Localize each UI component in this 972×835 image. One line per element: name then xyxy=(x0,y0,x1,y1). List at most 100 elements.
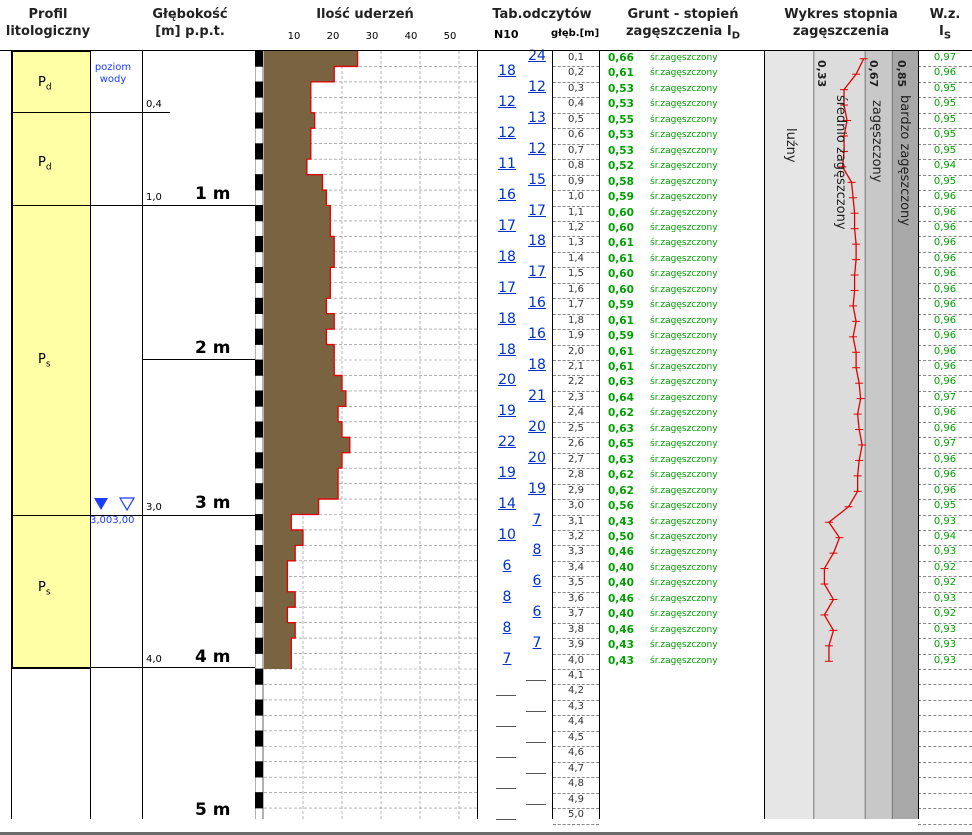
col-line xyxy=(11,51,12,819)
n10-blank xyxy=(526,803,546,805)
row-separator xyxy=(918,97,972,99)
row-separator xyxy=(553,684,599,686)
row-separator xyxy=(553,390,599,392)
density-line xyxy=(823,58,865,662)
row-depth: 1,3 xyxy=(568,237,584,249)
row-depth: 3,8 xyxy=(568,623,584,635)
density-index-value: 0,53 xyxy=(608,144,634,157)
compaction-index-value: 0,92 xyxy=(933,608,957,620)
row-separator xyxy=(918,236,972,238)
n10-blank xyxy=(526,741,546,743)
density-description: śr.zagęszczony xyxy=(650,176,718,187)
row-depth: 4,2 xyxy=(568,685,584,697)
row-depth: 1,9 xyxy=(568,330,584,342)
row-separator xyxy=(918,143,972,145)
row-separator xyxy=(918,576,972,578)
n10-blank xyxy=(526,772,546,774)
depth-scale-segment xyxy=(255,220,264,237)
compaction-index-value: 0,96 xyxy=(933,453,957,465)
row-separator xyxy=(553,777,599,779)
layer-boundary xyxy=(12,667,255,668)
compaction-index-value: 0,92 xyxy=(933,577,957,589)
row-separator xyxy=(918,128,972,130)
row-separator xyxy=(918,545,972,547)
row-separator xyxy=(553,468,599,470)
n10-reading: 10 xyxy=(498,526,516,543)
row-separator xyxy=(553,699,599,701)
row-depth: 2,8 xyxy=(568,469,584,481)
density-description: śr.zagęszczony xyxy=(650,516,718,527)
density-index-value: 0,63 xyxy=(608,376,634,389)
readings-depth-subheader: głęb.[m] xyxy=(551,28,600,39)
row-depth: 3,6 xyxy=(568,592,584,604)
row-depth: 4,1 xyxy=(568,670,584,681)
n10-reading: 16 xyxy=(528,326,546,343)
depth-header-line2: [m] p.p.t. xyxy=(155,24,225,39)
boundary-depth-label: 3,0 xyxy=(146,502,162,513)
row-depth: 4,4 xyxy=(568,716,584,728)
density-description: śr.zagęszczony xyxy=(650,531,718,542)
n10-blank xyxy=(496,757,516,759)
n10-reading: 17 xyxy=(528,264,546,281)
compaction-index-value: 0,96 xyxy=(933,407,957,419)
depth-scale-segment xyxy=(255,514,264,531)
n10-reading: 15 xyxy=(528,171,546,188)
row-separator xyxy=(553,560,599,562)
water-level-icon xyxy=(94,497,136,512)
row-separator xyxy=(918,159,972,161)
row-separator xyxy=(918,499,972,501)
row-separator xyxy=(553,730,599,732)
row-depth: 3,0 xyxy=(568,500,584,512)
row-depth: 2,9 xyxy=(568,484,584,496)
row-depth: 2,7 xyxy=(568,453,584,465)
row-depth: 0,5 xyxy=(568,113,584,125)
row-separator xyxy=(918,715,972,717)
n10-reading: 17 xyxy=(498,279,516,296)
row-separator xyxy=(553,220,599,222)
compaction-index-value: 0,96 xyxy=(933,268,957,280)
col-line xyxy=(142,51,143,819)
row-separator xyxy=(553,251,599,253)
compaction-index-value: 0,95 xyxy=(933,113,957,125)
zone-label: średnio zagęszczony xyxy=(833,95,848,230)
density-index-value: 0,61 xyxy=(608,252,634,265)
blows-scale-tick: 30 xyxy=(365,31,379,42)
row-separator xyxy=(918,514,972,516)
row-separator xyxy=(553,437,599,439)
depth-scale-segment xyxy=(255,606,264,623)
compaction-index-value: 0,96 xyxy=(933,484,957,496)
blows-scale-tick: 50 xyxy=(443,31,457,42)
depth-scale-segment xyxy=(255,205,264,222)
n10-reading: 17 xyxy=(528,202,546,219)
row-separator xyxy=(553,746,599,748)
row-depth: 3,7 xyxy=(568,608,584,620)
depth-scale-segment xyxy=(255,143,264,160)
n10-reading: 8 xyxy=(502,619,512,636)
compaction-index-value: 0,96 xyxy=(933,469,957,481)
density-description: śr.zagęszczony xyxy=(650,562,718,573)
depth-scale-segment xyxy=(255,452,264,469)
density-index-value: 0,66 xyxy=(608,52,634,64)
n10-reading: 6 xyxy=(502,557,512,574)
depth-scale-segment xyxy=(255,560,264,577)
n10-reading: 20 xyxy=(498,372,516,389)
row-separator xyxy=(918,190,972,192)
row-separator xyxy=(918,205,972,207)
row-separator xyxy=(553,499,599,501)
density-index-value: 0,46 xyxy=(608,546,634,559)
n10-reading: 16 xyxy=(498,187,516,204)
density-description: śr.zagęszczony xyxy=(650,114,718,125)
depth-scale-segment xyxy=(255,112,264,129)
boundary-depth-label: 1,0 xyxy=(146,192,162,203)
row-separator xyxy=(553,669,599,670)
compaction-index-value: 0,93 xyxy=(933,592,957,604)
compaction-index-value: 0,95 xyxy=(933,500,957,512)
wz-header-line1: W.z. xyxy=(929,7,961,22)
row-separator xyxy=(553,375,599,377)
n10-reading: 6 xyxy=(532,573,542,590)
density-index-value: 0,63 xyxy=(608,422,634,435)
density-description: śr.zagęszczony xyxy=(650,501,718,512)
depth-scale-segment xyxy=(255,297,264,314)
row-separator xyxy=(918,529,972,531)
